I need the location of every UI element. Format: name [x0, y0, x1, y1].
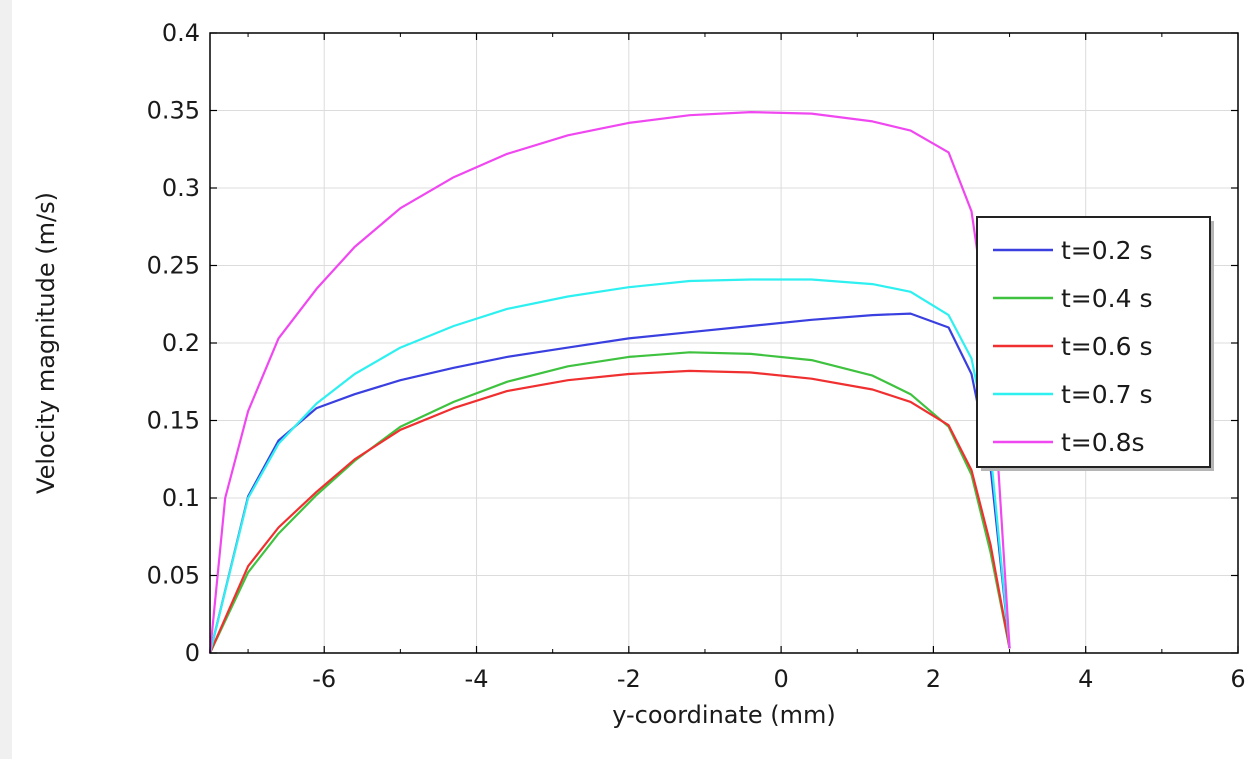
series-line-5	[208, 110, 1011, 654]
axis-ticks	[210, 32, 1239, 654]
x-tick-label: -4	[465, 665, 489, 693]
legend-entry: t=0.6 s	[1061, 332, 1152, 361]
y-tick-label: 0	[185, 639, 200, 667]
series-line-1	[208, 312, 1011, 654]
y-tick-label: 0.4	[162, 19, 200, 47]
legend-entry: t=0.7 s	[1061, 380, 1152, 409]
x-tick-label: 4	[1078, 665, 1093, 693]
legend-entry: t=0.4 s	[1061, 284, 1152, 313]
x-axis-tick-labels: -6 -4 -2 0 2 4 6	[312, 665, 1245, 693]
x-tick-label: -2	[617, 665, 641, 693]
legend-entry: t=0.2 s	[1061, 236, 1152, 265]
x-tick-label: 0	[773, 665, 788, 693]
y-tick-label: 0.25	[147, 252, 200, 280]
y-tick-label: 0.35	[147, 97, 200, 125]
legend-entry: t=0.8s	[1061, 428, 1145, 457]
series-line-2	[209, 351, 1011, 654]
x-tick-label: 6	[1230, 665, 1245, 693]
x-tick-label: 2	[926, 665, 941, 693]
line-chart: -6 -4 -2 0 2 4 6 0 0.05 0.1 0.15 0.2 0.25 0.3 0.35 0.4…	[32, 19, 1246, 729]
y-tick-label: 0.2	[162, 329, 200, 357]
series-lines	[208, 110, 1011, 654]
y-tick-label: 0.15	[147, 407, 200, 435]
legend: t=0.2 s t=0.4 s t=0.6 s t=0.7 s t=0.8s	[976, 216, 1214, 471]
y-axis-label: Velocity magnitude (m/s)	[32, 192, 60, 494]
legend-box	[976, 216, 1211, 468]
y-tick-label: 0.3	[162, 174, 200, 202]
series-line-3	[208, 369, 1011, 654]
chart-container: -6 -4 -2 0 2 4 6 0 0.05 0.1 0.15 0.2 0.25 0.3 0.35 0.4…	[12, 0, 1247, 759]
series-line-4	[208, 278, 1011, 654]
x-axis-label: y-coordinate (mm)	[612, 701, 836, 729]
x-tick-label: -6	[312, 665, 336, 693]
y-tick-label: 0.05	[147, 562, 200, 590]
y-tick-label: 0.1	[162, 484, 200, 512]
y-axis-tick-labels: 0 0.05 0.1 0.15 0.2 0.25 0.3 0.35 0.4	[147, 19, 200, 667]
